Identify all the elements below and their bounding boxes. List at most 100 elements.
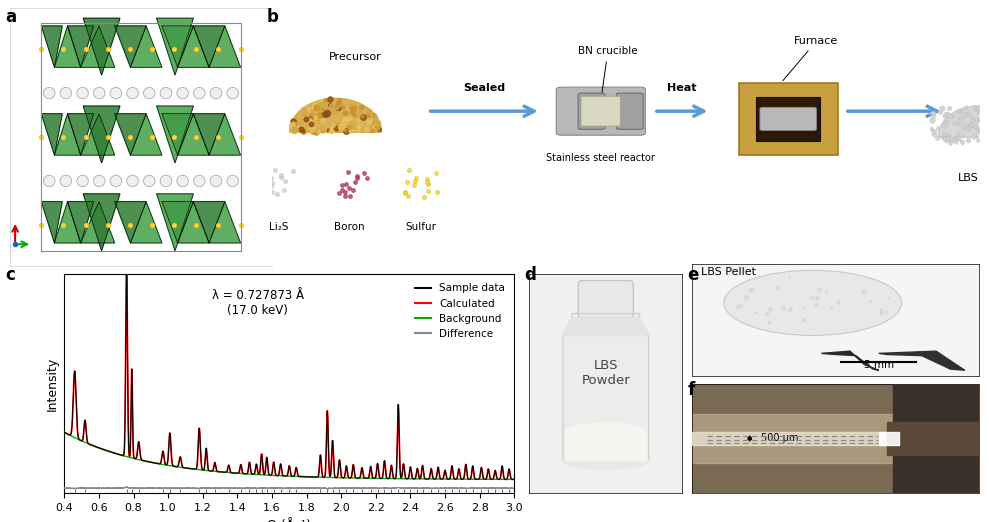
Polygon shape xyxy=(81,201,115,243)
Polygon shape xyxy=(156,194,194,251)
Circle shape xyxy=(194,87,205,99)
Polygon shape xyxy=(131,201,162,243)
X-axis label: Q (Å⁻¹): Q (Å⁻¹) xyxy=(267,518,312,522)
Circle shape xyxy=(44,175,55,187)
Circle shape xyxy=(127,87,138,99)
Polygon shape xyxy=(209,26,240,67)
Polygon shape xyxy=(131,26,162,67)
Text: e: e xyxy=(687,266,699,284)
Polygon shape xyxy=(939,106,989,137)
Text: Sealed: Sealed xyxy=(463,83,505,93)
Circle shape xyxy=(110,87,122,99)
Circle shape xyxy=(194,175,205,187)
Polygon shape xyxy=(83,18,120,75)
Polygon shape xyxy=(692,432,979,445)
FancyBboxPatch shape xyxy=(616,93,643,129)
Polygon shape xyxy=(209,114,240,155)
Polygon shape xyxy=(115,201,146,243)
Text: Sulfur: Sulfur xyxy=(405,222,436,232)
Polygon shape xyxy=(566,432,646,460)
Circle shape xyxy=(110,175,122,187)
Circle shape xyxy=(211,175,222,187)
Polygon shape xyxy=(67,26,94,67)
Circle shape xyxy=(60,175,71,187)
Text: Stainless steel reactor: Stainless steel reactor xyxy=(546,152,656,162)
Text: Precursor: Precursor xyxy=(328,52,382,62)
Polygon shape xyxy=(290,98,382,132)
Polygon shape xyxy=(83,194,120,251)
Circle shape xyxy=(143,175,155,187)
Polygon shape xyxy=(115,114,146,155)
Polygon shape xyxy=(156,18,194,75)
Legend: Sample data, Calculated, Background, Difference: Sample data, Calculated, Background, Dif… xyxy=(410,279,509,343)
Text: λ = 0.727873 Å
(17.0 keV): λ = 0.727873 Å (17.0 keV) xyxy=(212,289,304,317)
Polygon shape xyxy=(178,114,209,155)
Text: LBS
Powder: LBS Powder xyxy=(582,359,630,387)
Text: LBS: LBS xyxy=(958,173,979,183)
Text: 5 mm: 5 mm xyxy=(863,360,894,370)
FancyBboxPatch shape xyxy=(579,281,633,318)
FancyBboxPatch shape xyxy=(556,87,646,135)
Polygon shape xyxy=(879,351,965,370)
Text: Li₂S: Li₂S xyxy=(269,222,289,232)
Polygon shape xyxy=(821,351,879,370)
Polygon shape xyxy=(178,201,209,243)
Text: Furnace: Furnace xyxy=(783,36,839,80)
Polygon shape xyxy=(566,423,646,460)
FancyBboxPatch shape xyxy=(760,108,817,130)
Polygon shape xyxy=(67,114,94,155)
Polygon shape xyxy=(42,201,62,243)
Text: BN crucible: BN crucible xyxy=(578,46,638,98)
Polygon shape xyxy=(81,114,115,155)
Polygon shape xyxy=(563,314,649,460)
Polygon shape xyxy=(692,414,979,462)
Polygon shape xyxy=(162,26,194,67)
Polygon shape xyxy=(42,114,62,155)
Polygon shape xyxy=(879,432,899,445)
FancyBboxPatch shape xyxy=(581,96,620,126)
Text: c: c xyxy=(5,266,15,284)
Polygon shape xyxy=(54,201,81,243)
Circle shape xyxy=(211,87,222,99)
Polygon shape xyxy=(692,384,979,493)
Polygon shape xyxy=(887,422,979,455)
Polygon shape xyxy=(162,114,194,155)
Polygon shape xyxy=(209,201,240,243)
Circle shape xyxy=(60,87,71,99)
Circle shape xyxy=(226,175,238,187)
Circle shape xyxy=(160,175,172,187)
Circle shape xyxy=(77,87,88,99)
Polygon shape xyxy=(156,106,194,163)
FancyBboxPatch shape xyxy=(579,93,605,129)
Circle shape xyxy=(94,175,105,187)
Polygon shape xyxy=(194,26,225,67)
Text: 500 μm: 500 μm xyxy=(762,433,798,444)
Polygon shape xyxy=(42,26,62,67)
Polygon shape xyxy=(67,201,94,243)
Text: d: d xyxy=(524,266,536,284)
Polygon shape xyxy=(83,106,120,163)
Circle shape xyxy=(127,175,138,187)
Circle shape xyxy=(77,175,88,187)
Circle shape xyxy=(44,87,55,99)
Circle shape xyxy=(226,87,238,99)
Text: f: f xyxy=(687,381,694,399)
Circle shape xyxy=(177,175,188,187)
Polygon shape xyxy=(54,114,81,155)
FancyBboxPatch shape xyxy=(756,97,820,140)
Polygon shape xyxy=(563,460,649,469)
Circle shape xyxy=(160,87,172,99)
Text: Heat: Heat xyxy=(668,83,697,93)
Text: a: a xyxy=(5,8,16,26)
Polygon shape xyxy=(54,26,81,67)
Polygon shape xyxy=(194,201,225,243)
FancyBboxPatch shape xyxy=(739,83,838,155)
Polygon shape xyxy=(893,384,979,493)
Y-axis label: Intensity: Intensity xyxy=(45,357,58,411)
Circle shape xyxy=(94,87,105,99)
Text: LBS Pellet: LBS Pellet xyxy=(701,267,756,277)
Polygon shape xyxy=(81,26,115,67)
Polygon shape xyxy=(178,26,209,67)
Polygon shape xyxy=(563,318,649,336)
Text: Boron: Boron xyxy=(334,222,365,232)
